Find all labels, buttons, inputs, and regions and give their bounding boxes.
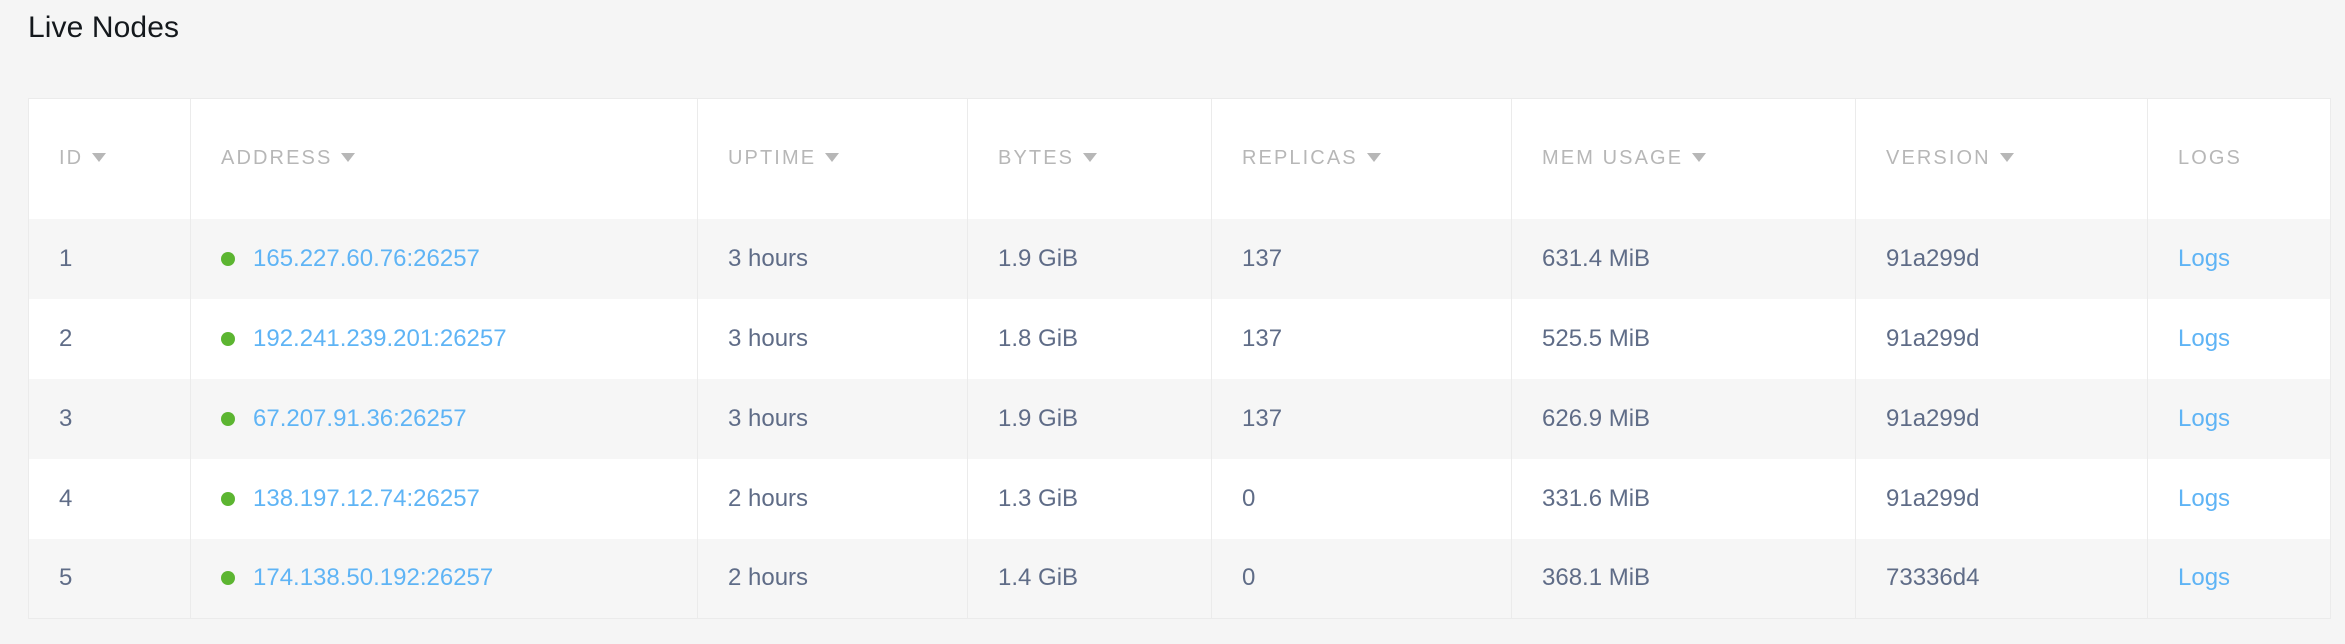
cell-version: 73336d4	[1855, 538, 2148, 619]
cell-id: 2	[28, 298, 191, 379]
table-row: 4 138.197.12.74:26257 2 hours 1.3 GiB 0 …	[28, 458, 2331, 539]
node-status-live-icon	[221, 491, 235, 506]
node-status-live-icon	[221, 251, 235, 266]
column-header-logs: LOGS	[2147, 98, 2331, 219]
cell-mem-usage: 631.4 MiB	[1511, 218, 1856, 299]
sort-descending-icon[interactable]	[1083, 153, 1098, 163]
column-header-bytes-label: BYTES	[998, 147, 1075, 170]
address-wrapper: 138.197.12.74:26257	[221, 485, 697, 513]
cell-uptime: 2 hours	[697, 538, 968, 619]
column-header-address-label: ADDRESS	[221, 147, 333, 170]
cell-id: 1	[28, 218, 191, 299]
cell-address: 192.241.239.201:26257	[190, 298, 698, 379]
sort-descending-icon[interactable]	[1366, 153, 1381, 163]
cell-mem-usage: 626.9 MiB	[1511, 378, 1856, 459]
column-header-address[interactable]: ADDRESS	[190, 98, 698, 219]
column-header-id[interactable]: ID	[28, 98, 191, 219]
cell-uptime: 3 hours	[697, 378, 968, 459]
table-row: 1 165.227.60.76:26257 3 hours 1.9 GiB 13…	[28, 218, 2331, 299]
node-address-link[interactable]: 67.207.91.36:26257	[253, 404, 467, 432]
column-header-version-label: VERSION	[1886, 147, 1991, 170]
node-status-live-icon	[221, 411, 235, 426]
cell-logs: Logs	[2147, 538, 2331, 619]
cell-id: 3	[28, 378, 191, 459]
sort-descending-icon[interactable]	[825, 153, 840, 163]
node-status-live-icon	[221, 331, 235, 346]
cell-replicas: 137	[1211, 218, 1512, 299]
address-wrapper: 174.138.50.192:26257	[221, 564, 697, 592]
column-header-replicas[interactable]: REPLICAS	[1211, 98, 1512, 219]
cell-bytes: 1.4 GiB	[967, 538, 1212, 619]
cell-address: 67.207.91.36:26257	[190, 378, 698, 459]
cell-bytes: 1.9 GiB	[967, 378, 1212, 459]
sort-descending-icon[interactable]	[341, 153, 356, 163]
address-wrapper: 192.241.239.201:26257	[221, 325, 697, 353]
cell-mem-usage: 331.6 MiB	[1511, 458, 1856, 539]
logs-link[interactable]: Logs	[2178, 564, 2231, 592]
cell-bytes: 1.3 GiB	[967, 458, 1212, 539]
table-row: 2 192.241.239.201:26257 3 hours 1.8 GiB …	[28, 298, 2331, 379]
address-wrapper: 165.227.60.76:26257	[221, 245, 697, 273]
cell-mem-usage: 525.5 MiB	[1511, 298, 1856, 379]
live-nodes-table-container: ID ADDRESS UPTIME BYTES REPLICAS MEM USA…	[28, 98, 2331, 619]
sort-descending-icon[interactable]	[1692, 153, 1707, 163]
column-header-id-label: ID	[59, 147, 84, 170]
cell-version: 91a299d	[1855, 378, 2148, 459]
page-title: Live Nodes	[28, 11, 180, 44]
cell-address: 138.197.12.74:26257	[190, 458, 698, 539]
cell-version: 91a299d	[1855, 458, 2148, 539]
column-header-bytes[interactable]: BYTES	[967, 98, 1212, 219]
node-address-link[interactable]: 138.197.12.74:26257	[253, 484, 480, 512]
cell-logs: Logs	[2147, 458, 2331, 539]
cell-replicas: 137	[1211, 298, 1512, 379]
address-wrapper: 67.207.91.36:26257	[221, 405, 697, 433]
node-status-live-icon	[221, 571, 235, 586]
logs-link[interactable]: Logs	[2178, 324, 2231, 352]
cell-address: 165.227.60.76:26257	[190, 218, 698, 299]
cell-logs: Logs	[2147, 378, 2331, 459]
cell-replicas: 0	[1211, 458, 1512, 539]
table-body: 1 165.227.60.76:26257 3 hours 1.9 GiB 13…	[28, 218, 2331, 619]
cell-bytes: 1.9 GiB	[967, 218, 1212, 299]
table-header-row: ID ADDRESS UPTIME BYTES REPLICAS MEM USA…	[28, 98, 2331, 219]
column-header-uptime-label: UPTIME	[728, 147, 817, 170]
live-nodes-table: ID ADDRESS UPTIME BYTES REPLICAS MEM USA…	[28, 98, 2331, 619]
cell-address: 174.138.50.192:26257	[190, 538, 698, 619]
table-row: 3 67.207.91.36:26257 3 hours 1.9 GiB 137…	[28, 378, 2331, 459]
column-header-mem-usage[interactable]: MEM USAGE	[1511, 98, 1856, 219]
node-address-link[interactable]: 165.227.60.76:26257	[253, 244, 480, 272]
node-address-link[interactable]: 174.138.50.192:26257	[253, 564, 494, 592]
cell-version: 91a299d	[1855, 298, 2148, 379]
cell-id: 5	[28, 538, 191, 619]
logs-link[interactable]: Logs	[2178, 244, 2231, 272]
cell-logs: Logs	[2147, 218, 2331, 299]
column-header-version[interactable]: VERSION	[1855, 98, 2148, 219]
sort-descending-icon[interactable]	[1999, 153, 2014, 163]
column-header-replicas-label: REPLICAS	[1242, 147, 1358, 170]
column-header-mem-usage-label: MEM USAGE	[1542, 147, 1684, 170]
column-header-logs-label: LOGS	[2178, 147, 2242, 170]
cell-replicas: 137	[1211, 378, 1512, 459]
cell-id: 4	[28, 458, 191, 539]
cell-uptime: 3 hours	[697, 298, 968, 379]
cell-replicas: 0	[1211, 538, 1512, 619]
cell-version: 91a299d	[1855, 218, 2148, 299]
cell-logs: Logs	[2147, 298, 2331, 379]
cell-bytes: 1.8 GiB	[967, 298, 1212, 379]
table-header: ID ADDRESS UPTIME BYTES REPLICAS MEM USA…	[28, 98, 2331, 219]
cell-uptime: 3 hours	[697, 218, 968, 299]
logs-link[interactable]: Logs	[2178, 484, 2231, 512]
cell-mem-usage: 368.1 MiB	[1511, 538, 1856, 619]
sort-descending-icon[interactable]	[92, 153, 107, 163]
logs-link[interactable]: Logs	[2178, 404, 2231, 432]
column-header-uptime[interactable]: UPTIME	[697, 98, 968, 219]
table-row: 5 174.138.50.192:26257 2 hours 1.4 GiB 0…	[28, 538, 2331, 619]
cell-uptime: 2 hours	[697, 458, 968, 539]
node-address-link[interactable]: 192.241.239.201:26257	[253, 324, 507, 352]
